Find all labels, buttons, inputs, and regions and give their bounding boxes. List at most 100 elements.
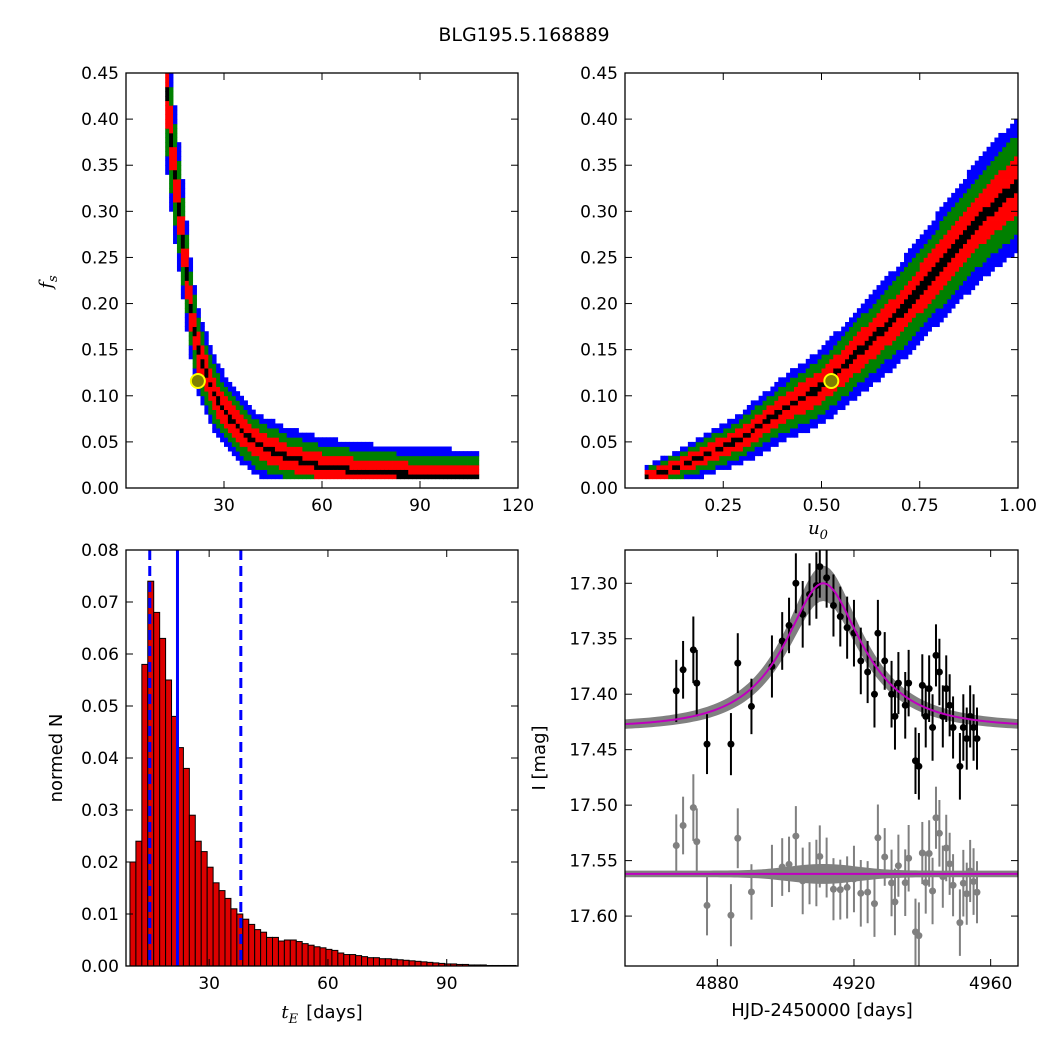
- density-cell: [872, 354, 877, 360]
- density-cell: [801, 423, 807, 429]
- density-cell: [955, 211, 960, 217]
- density-cell: [939, 252, 944, 258]
- density-cell: [845, 322, 850, 328]
- density-cell: [302, 464, 307, 470]
- density-cell: [868, 298, 873, 304]
- density-cell: [758, 432, 763, 438]
- density-cell: [896, 349, 901, 355]
- density-cell: [735, 455, 740, 461]
- density-cell: [978, 266, 984, 272]
- density-cell: [271, 418, 276, 424]
- density-cell: [994, 165, 999, 171]
- density-cell: [931, 275, 936, 281]
- density-cell: [220, 372, 225, 378]
- density-cell: [786, 395, 791, 401]
- density-cell: [337, 451, 342, 457]
- density-cell: [459, 451, 464, 457]
- density-cell: [849, 358, 854, 364]
- x-tick-label: 60: [317, 974, 339, 994]
- density-cell: [919, 303, 925, 309]
- density-cell: [919, 289, 925, 295]
- residual-point: [679, 822, 687, 830]
- density-cell: [762, 437, 767, 443]
- density-cell: [978, 188, 984, 194]
- density-cell: [947, 220, 952, 226]
- density-cell: [809, 386, 815, 392]
- density-cell: [974, 239, 980, 245]
- density-cell: [212, 381, 217, 387]
- density-cell: [955, 294, 960, 300]
- density-cell: [384, 455, 390, 461]
- density-cell: [817, 395, 822, 401]
- density-cell: [357, 455, 362, 461]
- density-cell: [1006, 252, 1011, 258]
- y-tick-label: 0.03: [81, 801, 119, 821]
- density-cell: [923, 248, 929, 254]
- density-cell: [239, 405, 244, 411]
- density-cell: [786, 414, 791, 420]
- density-cell: [165, 73, 170, 79]
- density-cell: [652, 464, 657, 470]
- density-cell: [990, 262, 995, 268]
- density-cell: [994, 257, 999, 263]
- density-cell: [341, 469, 346, 475]
- density-cell: [786, 391, 791, 397]
- density-cell: [255, 469, 260, 475]
- density-cell: [951, 294, 956, 300]
- y-tick-label: 0.06: [81, 645, 119, 665]
- density-cell: [380, 464, 386, 470]
- density-cell: [683, 451, 689, 457]
- density-cell: [691, 455, 697, 461]
- y-tick-label: 0.30: [580, 202, 618, 222]
- density-cell: [962, 229, 968, 235]
- density-cell: [443, 474, 448, 480]
- density-cell: [165, 100, 170, 106]
- density-cell: [204, 372, 209, 378]
- density-cell: [1006, 206, 1011, 212]
- density-cell: [380, 451, 386, 457]
- density-cell: [778, 377, 783, 383]
- density-cell: [907, 331, 913, 337]
- density-cell: [896, 275, 901, 281]
- residual-point: [935, 829, 943, 837]
- density-cell: [927, 308, 932, 314]
- density-cell: [966, 280, 972, 286]
- density-cell: [911, 289, 917, 295]
- density-cell: [927, 289, 932, 295]
- density-cell: [931, 220, 936, 226]
- density-cell: [310, 451, 315, 457]
- density-cell: [829, 414, 834, 420]
- density-cell: [274, 474, 280, 480]
- density-cell: [243, 409, 248, 415]
- density-cell: [369, 464, 374, 470]
- density-cell: [805, 395, 811, 401]
- density-cell: [904, 285, 909, 291]
- density-cell: [919, 234, 925, 240]
- density-cell: [864, 322, 870, 328]
- density-cell: [813, 377, 818, 383]
- density-cell: [864, 303, 870, 309]
- density-cell: [208, 395, 213, 401]
- density-cell: [216, 372, 221, 378]
- density-cell: [683, 455, 689, 461]
- density-cell: [255, 414, 260, 420]
- density-cell: [271, 437, 276, 443]
- density-cell: [974, 271, 980, 277]
- density-cell: [766, 446, 771, 452]
- density-cell: [1006, 156, 1011, 162]
- data-point: [703, 740, 711, 748]
- density-cell: [711, 460, 716, 466]
- density-cell: [774, 395, 779, 401]
- density-cell: [817, 372, 822, 378]
- density-cell: [904, 312, 909, 318]
- density-cell: [750, 414, 756, 420]
- density-cell: [1010, 132, 1015, 138]
- density-cell: [357, 446, 362, 452]
- density-cell: [770, 441, 775, 447]
- density-cell: [224, 428, 229, 434]
- y-tick-label: 0.07: [81, 593, 119, 613]
- density-cell: [192, 303, 197, 309]
- density-cell: [793, 400, 799, 406]
- density-cell: [943, 312, 948, 318]
- density-cell: [208, 363, 213, 369]
